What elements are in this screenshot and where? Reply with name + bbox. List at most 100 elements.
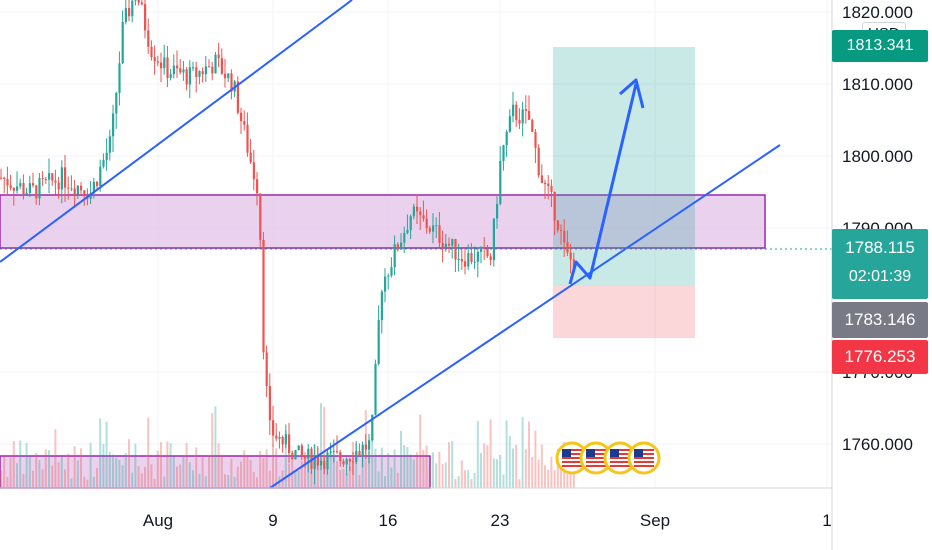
us-flag-icon[interactable]: [555, 441, 589, 475]
volume-bar: [32, 471, 34, 488]
candle-body: [467, 252, 470, 267]
volume-bar: [454, 479, 457, 488]
volume-bar: [300, 461, 303, 488]
volume-bar: [99, 418, 102, 488]
candle-body: [406, 229, 409, 234]
volume-bar: [25, 442, 28, 488]
candle-body: [227, 73, 230, 79]
volume-bar: [284, 430, 287, 488]
target-zone: [553, 47, 695, 286]
candle-body: [361, 444, 364, 456]
volume-bar: [396, 472, 399, 488]
candle-body: [198, 71, 201, 78]
volume-bar: [28, 455, 31, 488]
volume-bar: [441, 463, 444, 488]
candle-body: [160, 62, 163, 69]
candle-body: [80, 185, 83, 191]
us-flag-icon[interactable]: [603, 441, 637, 475]
trendline-upper[interactable]: [0, 0, 353, 263]
volume-bar: [486, 445, 489, 488]
volume-bar: [556, 449, 559, 488]
projection-arrow[interactable]: [568, 83, 638, 285]
volume-bar: [550, 456, 553, 488]
candle-body: [326, 452, 329, 470]
volume-bar: [435, 463, 438, 488]
volume-bar: [566, 474, 569, 488]
candle-body: [140, 2, 143, 5]
volume-bar: [534, 430, 537, 488]
candle-body: [217, 54, 220, 59]
candle-body: [153, 57, 156, 62]
volume-bar: [393, 449, 396, 488]
candle-body: [60, 167, 63, 190]
volume-bar: [323, 406, 326, 488]
volume-bar: [188, 462, 191, 488]
time-axis[interactable]: Aug 9 16 23 Sep 1: [143, 511, 832, 530]
volume-bar: [48, 450, 50, 488]
entry-price-badge: 1783.146: [832, 302, 928, 338]
candle-body: [284, 434, 287, 445]
volume-bar: [515, 444, 518, 488]
event-icons[interactable]: [555, 441, 661, 475]
volume-bar: [297, 470, 300, 488]
candle-body: [64, 167, 67, 188]
volume-bar: [249, 460, 252, 488]
volume-bar: [38, 460, 41, 488]
volume-bar: [140, 473, 143, 488]
volume-bar: [492, 458, 495, 488]
candle-body: [537, 147, 540, 176]
volume-bars: [0, 403, 575, 488]
candle-body: [499, 160, 502, 204]
volume-bar: [412, 459, 415, 488]
candle-body: [41, 178, 44, 180]
volume-bar: [355, 443, 358, 488]
candle-body: [556, 220, 559, 230]
volume-bar: [470, 478, 473, 488]
volume-bar: [320, 403, 322, 488]
volume-bar: [518, 479, 521, 488]
volume-bar: [54, 429, 57, 488]
candle-body: [403, 233, 406, 243]
candle-body: [99, 166, 102, 186]
candle-body: [371, 414, 374, 441]
candle-body: [512, 104, 515, 117]
candle-body: [134, 0, 137, 1]
volume-bar: [361, 451, 364, 488]
volume-bar: [64, 469, 66, 488]
candle-body: [131, 0, 134, 17]
volume-bar: [211, 413, 214, 488]
volume-bar: [246, 455, 249, 488]
candle-body: [92, 181, 95, 193]
volume-bar: [505, 420, 508, 488]
time-tick-label: 1: [822, 511, 831, 530]
volume-bar: [60, 456, 63, 488]
candle-body: [425, 218, 428, 229]
candle-body: [531, 119, 534, 132]
volume-bar: [51, 465, 54, 488]
time-tick-label: 9: [268, 511, 277, 530]
supply-demand-zone: [0, 194, 766, 249]
candle-body: [316, 456, 319, 466]
volume-bar: [124, 452, 127, 488]
price-axis[interactable]: 1820.0001810.0001800.0001790.0001770.000…: [842, 3, 913, 454]
price-tick-label: 1800.000: [842, 147, 913, 166]
volume-bar: [131, 472, 134, 488]
volume-bar: [201, 457, 204, 488]
candle-body: [76, 185, 79, 195]
candle-body: [3, 177, 6, 179]
us-flag-icon[interactable]: [627, 441, 661, 475]
volume-bar: [108, 451, 111, 488]
trendline-lower[interactable]: [269, 144, 781, 489]
volume-bar: [147, 417, 150, 488]
candle-body: [457, 258, 460, 260]
candle-body: [409, 216, 412, 230]
candle-body: [396, 244, 399, 250]
candle-body: [102, 160, 105, 167]
candle-body: [112, 113, 115, 137]
us-flag-icon[interactable]: [579, 441, 613, 475]
candle-body: [438, 225, 441, 243]
candle-body: [9, 185, 12, 188]
volume-bar: [217, 443, 220, 488]
candle-body: [262, 239, 265, 353]
